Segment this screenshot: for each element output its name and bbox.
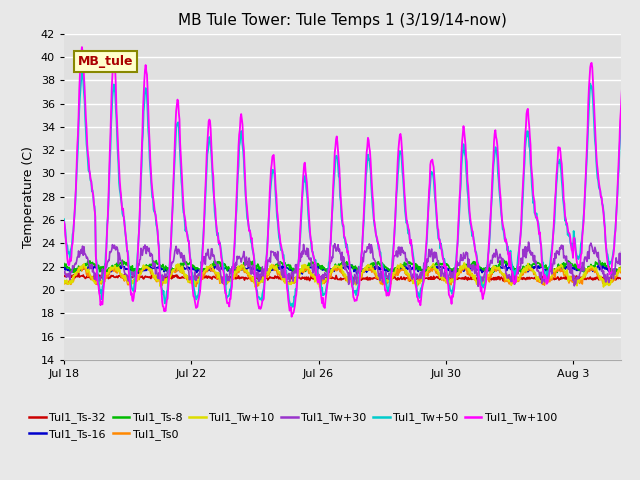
Text: MB_tule: MB_tule [78,55,133,68]
Title: MB Tule Tower: Tule Temps 1 (3/19/14-now): MB Tule Tower: Tule Temps 1 (3/19/14-now… [178,13,507,28]
Y-axis label: Temperature (C): Temperature (C) [22,146,35,248]
Legend: Tul1_Ts-32, Tul1_Ts-16, Tul1_Ts-8, Tul1_Ts0, Tul1_Tw+10, Tul1_Tw+30, Tul1_Tw+50,: Tul1_Ts-32, Tul1_Ts-16, Tul1_Ts-8, Tul1_… [25,408,561,444]
